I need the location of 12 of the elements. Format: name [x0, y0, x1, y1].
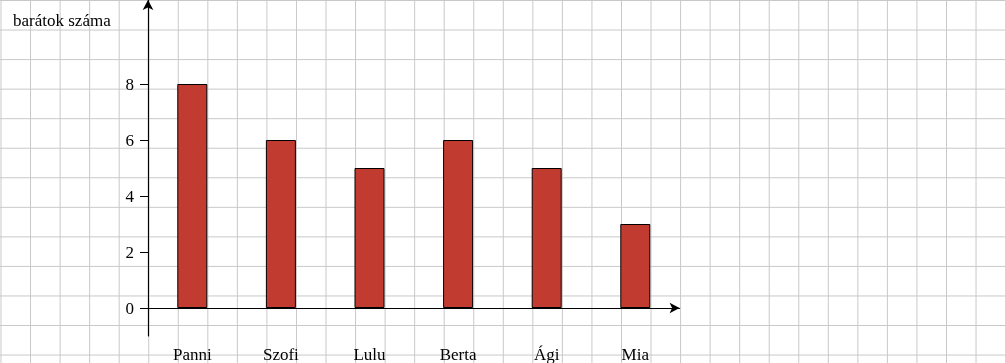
y-tick-label: 2 [125, 242, 134, 262]
y-tick-label: 0 [125, 298, 134, 318]
x-tick-label: Mia [621, 345, 650, 363]
x-tick-label: Berta [439, 345, 477, 363]
y-tick-label: 8 [125, 74, 134, 94]
y-axis-title: barátok száma [13, 11, 112, 30]
x-tick-label: Lulu [353, 345, 387, 363]
x-tick-label: Ági [533, 345, 560, 363]
x-tick-label: Szofi [262, 345, 300, 363]
y-tick-label: 6 [125, 130, 134, 150]
x-tick-label: Panni [172, 345, 212, 363]
y-tick-label: 4 [125, 186, 135, 206]
